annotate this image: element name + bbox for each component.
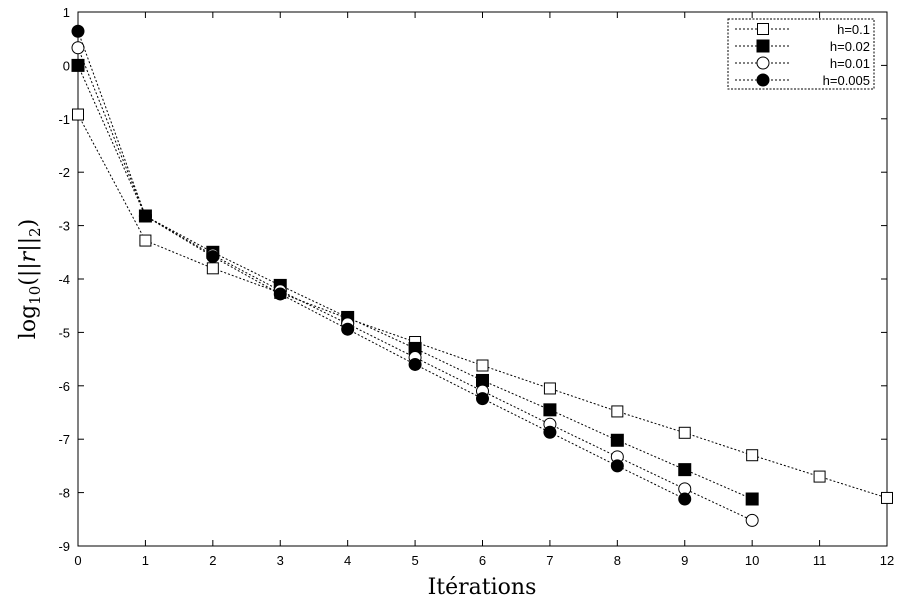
x-tick-label: 6 <box>479 553 486 568</box>
x-axis-title: Itérations <box>428 575 537 600</box>
y-axis-title: log10(||r||2) <box>16 219 44 339</box>
data-point <box>746 449 759 462</box>
x-tick-label: 11 <box>813 553 827 568</box>
legend-marker <box>756 39 770 53</box>
data-point <box>139 234 152 247</box>
y-tick-label: -8 <box>58 486 70 501</box>
x-axis-ticks: 0 1 2 3 4 5 6 7 8 9 10 11 12 <box>74 12 894 568</box>
data-point <box>813 470 826 483</box>
plot-frame <box>77 11 888 547</box>
data-point <box>408 357 422 371</box>
data-point <box>745 492 759 506</box>
series-h=0.1 <box>72 108 893 504</box>
y-tick-label: 1 <box>63 5 70 20</box>
y-tick-label: -6 <box>58 379 70 394</box>
legend-entry: h=0.005 <box>735 73 870 88</box>
data-point <box>610 459 624 473</box>
x-tick-label: 9 <box>681 553 688 568</box>
data-point <box>476 359 489 372</box>
data-point <box>71 58 85 72</box>
x-tick-label: 12 <box>880 553 894 568</box>
y-tick-label: -3 <box>58 219 70 234</box>
data-point <box>678 426 691 439</box>
data-point <box>611 405 624 418</box>
y-tick-label: 0 <box>63 58 70 73</box>
x-tick-label: 1 <box>142 553 149 568</box>
data-point <box>206 250 220 264</box>
x-tick-label: 3 <box>277 553 284 568</box>
data-point <box>273 287 287 301</box>
x-tick-label: 7 <box>546 553 553 568</box>
legend: h=0.1 h=0.02 h=0.01 h=0.005 <box>727 18 875 90</box>
legend-marker <box>756 56 770 70</box>
y-tick-label: -1 <box>58 112 70 127</box>
series-h=0.01 <box>71 41 759 527</box>
x-tick-label: 8 <box>614 553 621 568</box>
data-point <box>476 392 489 406</box>
legend-items: h=0.1 h=0.02 h=0.01 h=0.005 <box>735 22 870 88</box>
data-point <box>745 513 759 527</box>
series-h=0.02 <box>71 58 759 506</box>
series-line <box>77 31 686 500</box>
data-point <box>72 108 84 121</box>
x-tick-label: 0 <box>74 553 81 568</box>
x-tick-label: 10 <box>745 553 759 568</box>
data-point <box>543 403 557 417</box>
data-point <box>138 209 152 223</box>
legend-box <box>727 18 875 90</box>
legend-entry: h=0.02 <box>735 39 870 54</box>
y-tick-label: -9 <box>58 539 70 554</box>
y-tick-label: -7 <box>58 432 70 447</box>
y-tick-label: -4 <box>58 272 70 287</box>
data-point <box>543 382 556 395</box>
legend-entry: h=0.1 <box>735 22 870 37</box>
legend-marker <box>757 23 769 35</box>
data-point <box>610 433 624 447</box>
y-tick-label: -5 <box>58 325 70 340</box>
legend-label: h=0.01 <box>830 56 870 71</box>
series-layer <box>71 24 893 527</box>
legend-entry: h=0.01 <box>735 56 870 71</box>
data-point <box>678 492 692 506</box>
x-tick-label: 5 <box>411 553 418 568</box>
legend-marker <box>756 73 770 87</box>
data-point <box>341 322 355 336</box>
data-point <box>71 24 85 38</box>
data-point <box>543 425 557 439</box>
series-h=0.005 <box>71 24 692 506</box>
legend-label: h=0.1 <box>837 22 870 37</box>
legend-label: h=0.02 <box>830 39 870 54</box>
x-tick-label: 4 <box>344 553 351 568</box>
data-point <box>206 262 219 275</box>
series-line <box>77 47 753 521</box>
legend-label: h=0.005 <box>823 73 870 88</box>
y-tick-label: -2 <box>58 165 70 180</box>
data-point <box>678 463 692 477</box>
x-tick-label: 2 <box>209 553 216 568</box>
series-line <box>77 65 753 500</box>
series-line <box>77 114 888 499</box>
data-point <box>881 491 893 504</box>
